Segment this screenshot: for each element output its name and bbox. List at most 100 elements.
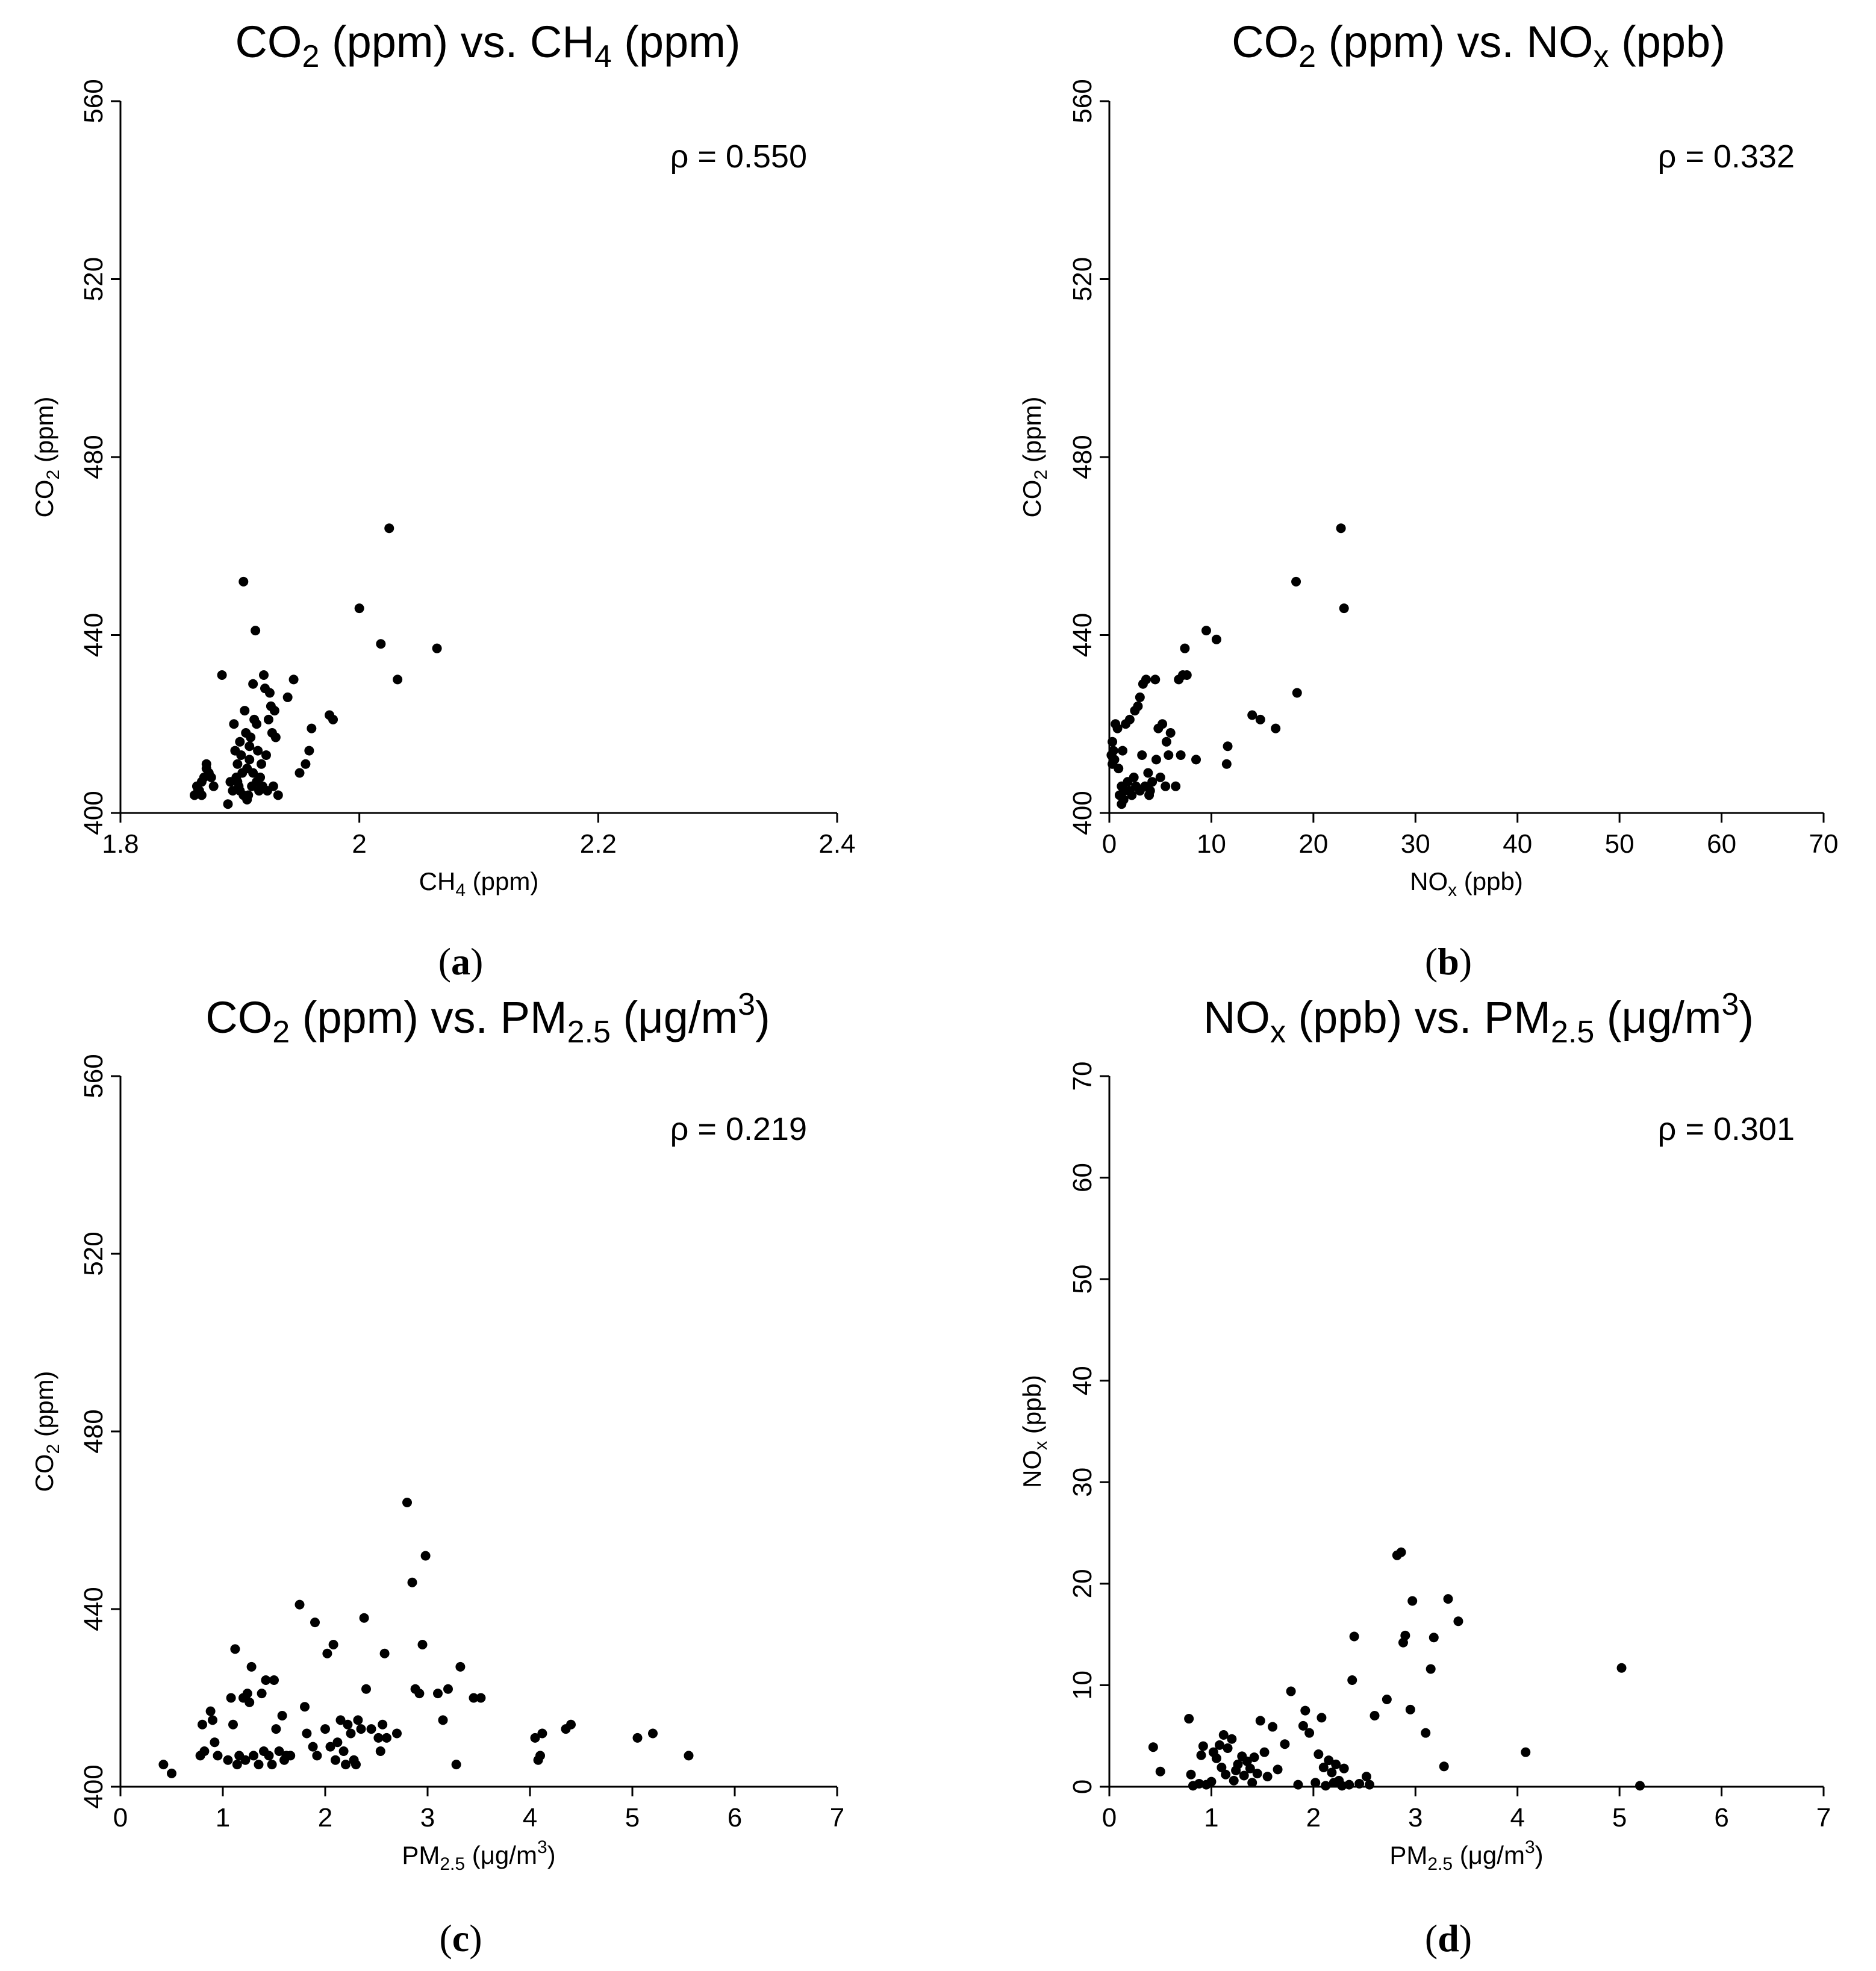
- data-point: [254, 1760, 264, 1770]
- x-tick-label: 0: [113, 1803, 128, 1832]
- data-point: [1247, 710, 1257, 720]
- data-point: [1271, 723, 1281, 733]
- data-point: [257, 1689, 267, 1699]
- chart-panel-c: CO2 (ppm) vs. PM2.5 (μg/m3) ρ = 0.219 0 1 2 3…: [30, 987, 844, 1960]
- data-point: [438, 1715, 448, 1725]
- data-point: [376, 639, 386, 649]
- data-point: [1286, 1686, 1296, 1696]
- data-point: [1233, 1759, 1243, 1769]
- data-point: [1239, 1770, 1249, 1781]
- data-point: [1151, 755, 1161, 765]
- data-point: [1214, 1740, 1224, 1750]
- data-point: [245, 741, 255, 752]
- x-tick-label: 50: [1605, 829, 1634, 859]
- data-point: [1247, 1778, 1257, 1788]
- data-point: [232, 759, 243, 769]
- data-point: [1211, 634, 1221, 644]
- data-point: [328, 714, 338, 724]
- x-tick-label: 4: [523, 1803, 537, 1832]
- data-point: [1443, 1594, 1453, 1604]
- data-point: [451, 1760, 461, 1770]
- data-point: [246, 1661, 257, 1672]
- data-point: [476, 1693, 486, 1703]
- data-point: [1108, 736, 1118, 747]
- data-point: [1421, 1728, 1431, 1738]
- data-point: [1365, 1780, 1375, 1790]
- data-point: [1439, 1761, 1449, 1772]
- data-point: [1198, 1741, 1208, 1751]
- y-tick-label: 10: [1068, 1671, 1097, 1700]
- data-point: [271, 1724, 281, 1734]
- rho-annotation-d: ρ = 0.301: [1658, 1111, 1795, 1147]
- y-axis-label-d: NOx (ppb): [1018, 1375, 1051, 1488]
- y-tick-label: 560: [79, 79, 108, 123]
- data-point: [1137, 750, 1147, 760]
- data-point: [274, 1746, 284, 1756]
- data-point: [1227, 1734, 1237, 1744]
- data-point: [248, 768, 258, 778]
- data-point: [1361, 1772, 1371, 1782]
- data-point: [432, 643, 442, 653]
- data-point: [158, 1760, 169, 1770]
- x-tick-label: 60: [1707, 829, 1736, 859]
- data-point: [1407, 1596, 1418, 1606]
- data-point: [312, 1751, 322, 1761]
- data-point: [1382, 1695, 1392, 1705]
- chart-panel-d: NOx (ppb) vs. PM2.5 (μg/m3) ρ = 0.301 0 1 2 3…: [1018, 987, 1831, 1960]
- data-point: [1191, 755, 1201, 765]
- x-tick-label: 4: [1510, 1803, 1524, 1832]
- data-point: [1339, 603, 1349, 614]
- chart-panel-b: CO2 (ppm) vs. NOx (ppb) ρ = 0.332 0 10 20 30 4…: [1018, 17, 1838, 983]
- y-tick-label: 0: [1068, 1780, 1097, 1794]
- x-tick-label: 7: [1816, 1803, 1831, 1832]
- data-point: [1161, 736, 1171, 747]
- data-point: [193, 786, 203, 796]
- data-point: [269, 1675, 279, 1685]
- data-point: [1186, 1769, 1196, 1780]
- panel-label-b: (b): [1425, 940, 1472, 983]
- data-point: [537, 1728, 547, 1739]
- data-point: [320, 1724, 330, 1734]
- data-point: [379, 1648, 390, 1658]
- data-point: [1201, 626, 1211, 636]
- chart-title-c: CO2 (ppm) vs. PM2.5 (μg/m3): [205, 987, 770, 1050]
- data-point: [566, 1719, 576, 1730]
- data-point: [1221, 759, 1232, 769]
- data-point: [1327, 1767, 1337, 1778]
- data-point: [249, 1751, 258, 1761]
- data-point: [230, 1644, 240, 1654]
- data-point: [373, 1733, 384, 1743]
- data-point: [213, 1751, 223, 1761]
- data-point: [420, 1551, 431, 1561]
- data-point: [288, 674, 299, 685]
- data-point: [443, 1684, 453, 1694]
- x-tick-label: 7: [830, 1803, 844, 1832]
- data-point: [304, 746, 314, 756]
- x-axis-label-b: NOx (ppb): [1410, 867, 1523, 900]
- data-point: [328, 1640, 338, 1649]
- data-point: [1135, 692, 1145, 702]
- data-point: [1453, 1616, 1463, 1627]
- data-point: [530, 1733, 540, 1743]
- panel-label-c: (c): [439, 1917, 482, 1960]
- data-point: [1291, 576, 1301, 587]
- data-point: [251, 626, 261, 636]
- data-point: [684, 1751, 694, 1761]
- data-point: [235, 736, 245, 747]
- data-point: [1259, 1747, 1270, 1757]
- data-point: [277, 1711, 287, 1720]
- data-point: [1293, 1780, 1303, 1790]
- x-axis-label-a: CH4 (ppm): [419, 867, 539, 900]
- data-point: [1127, 790, 1137, 800]
- x-tick-label: 6: [728, 1803, 742, 1832]
- data-point: [407, 1577, 417, 1587]
- x-tick-label: 3: [420, 1803, 435, 1832]
- x-tick-label: 1: [1204, 1803, 1218, 1832]
- data-point: [1176, 750, 1186, 760]
- data-point: [263, 714, 273, 724]
- data-point: [354, 603, 364, 614]
- y-tick-label: 520: [79, 257, 108, 301]
- y-tick-label: 480: [1068, 435, 1097, 479]
- data-point: [285, 1751, 296, 1761]
